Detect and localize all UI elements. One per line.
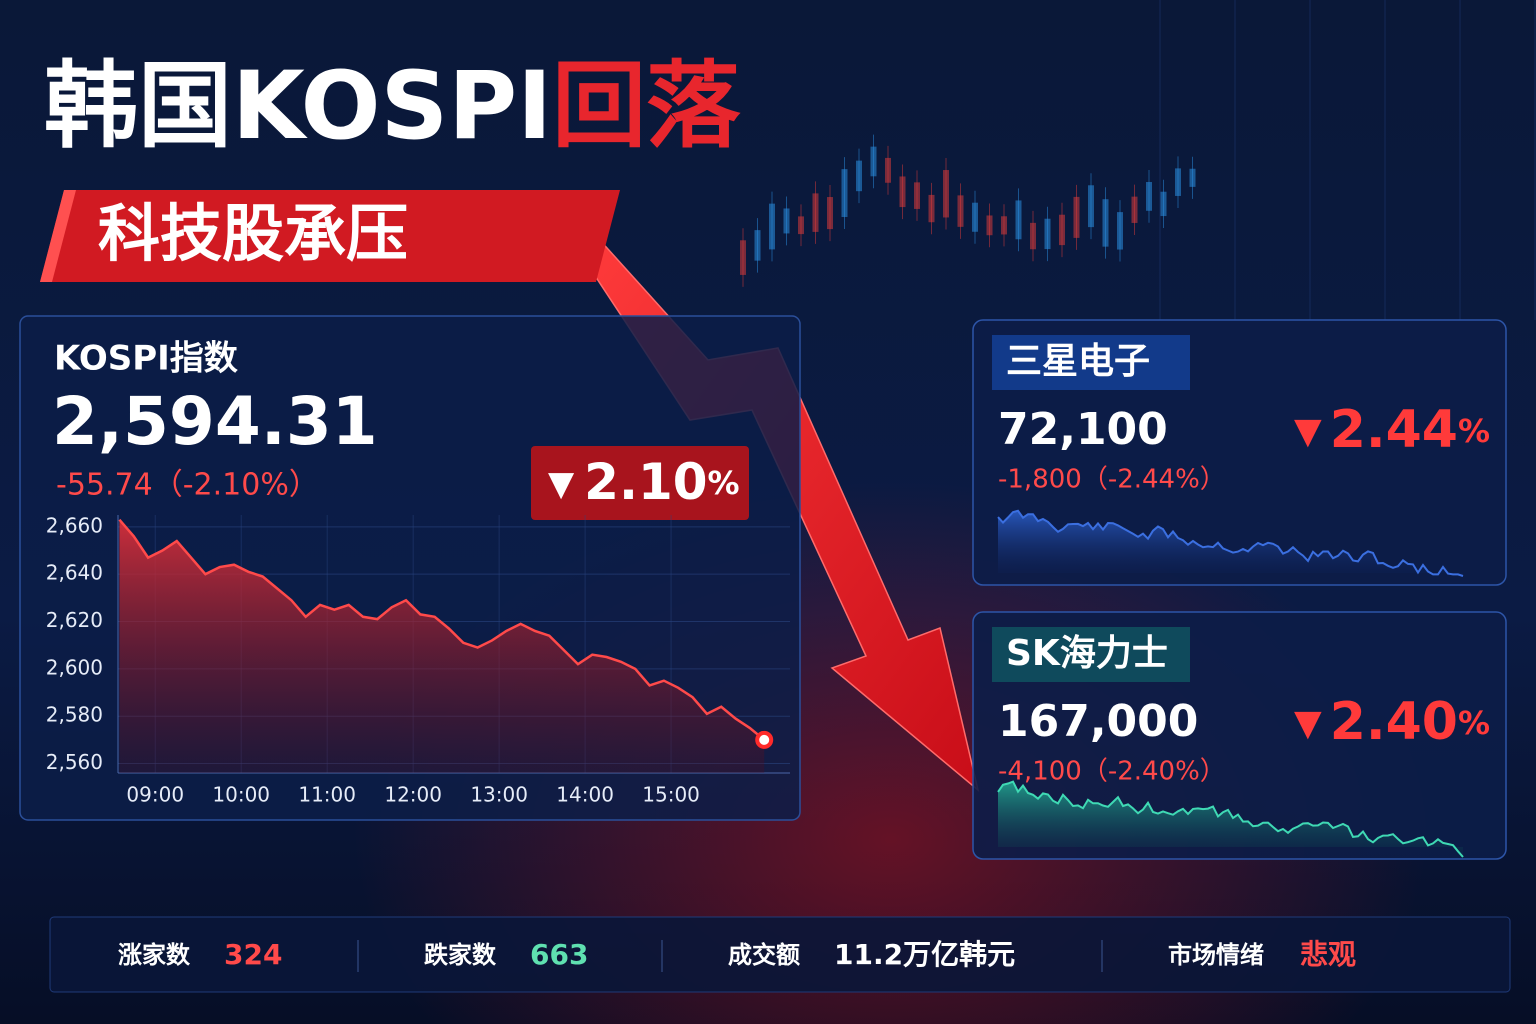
line <box>118 518 766 741</box>
y-tick-label: 2,600 <box>46 655 103 679</box>
stock-change: -4,100（-2.40%） <box>998 757 1226 787</box>
deco-candle <box>870 146 877 177</box>
stock-change: -1,800（-2.44%） <box>998 465 1226 495</box>
deco-candle <box>1131 196 1138 223</box>
stock-price: 72,100 <box>998 404 1168 455</box>
badge-arrow: ▼ <box>1294 703 1322 744</box>
stock-name: 三星电子 <box>1006 341 1150 382</box>
deco-candle <box>1117 212 1123 250</box>
deco-candle <box>885 157 891 183</box>
stat-label: 市场情绪 <box>1168 941 1264 969</box>
deco-candle <box>812 193 819 232</box>
deco-candle <box>928 194 935 223</box>
kospi-value: 2,594.31 <box>52 383 378 460</box>
title-accent: 回落 <box>552 52 741 161</box>
sparkline-area <box>998 510 1463 576</box>
deco-candle <box>1160 191 1167 217</box>
kospi-label: KOSPI指数 <box>54 339 238 379</box>
kospi-change: -55.74（-2.10%） <box>56 468 319 503</box>
x-tick-label: 14:00 <box>556 783 614 807</box>
sparkline-area <box>998 781 1463 857</box>
badge-value: 2.44 <box>1330 400 1458 460</box>
stat-value: 663 <box>530 938 588 971</box>
deco-candle <box>754 230 761 261</box>
sparkline <box>997 780 1464 858</box>
y-tick-label: 2,560 <box>46 750 103 774</box>
deco-candle <box>827 197 833 230</box>
y-tick-label: 2,580 <box>46 703 103 727</box>
stat-value: 324 <box>224 938 282 971</box>
deco-candle <box>1146 182 1152 211</box>
deco-candle <box>1059 214 1065 246</box>
badge-unit: % <box>708 464 740 502</box>
deco-candle <box>957 195 964 227</box>
x-tick-label: 15:00 <box>642 783 700 807</box>
title: 韩国KOSPI回落 <box>44 52 741 161</box>
deco-candle <box>1175 168 1181 196</box>
area <box>119 519 765 773</box>
y-tick-label: 2,660 <box>46 513 103 537</box>
x-tick-label: 10:00 <box>212 783 270 807</box>
stock-badge: ▼ 2.40% <box>1294 692 1490 752</box>
badge-value: 2.10 <box>584 453 707 511</box>
x-tick-label: 13:00 <box>470 783 528 807</box>
footer-stats: 涨家数 324 跌家数 663 成交额 11.2万亿韩元 市场情绪 悲观 <box>118 938 1356 972</box>
subtitle-banner <box>40 190 620 282</box>
stat-value: 11.2万亿韩元 <box>834 938 1015 971</box>
stat-label: 涨家数 <box>118 941 191 969</box>
stock-price: 167,000 <box>998 696 1198 747</box>
deco-candle <box>798 216 804 235</box>
deco-candle <box>943 170 949 218</box>
deco-candle <box>769 203 775 250</box>
badge-value: 2.40 <box>1330 692 1458 752</box>
deco-candle <box>899 176 906 208</box>
kospi-badge <box>531 446 749 520</box>
stat-value: 悲观 <box>1300 938 1356 971</box>
stock-name-box <box>992 335 1190 390</box>
end-point <box>755 730 774 749</box>
deco-candle <box>841 169 848 218</box>
stat-label: 成交额 <box>728 941 800 969</box>
x-tick-label: 09:00 <box>126 783 184 807</box>
x-tick-label: 11:00 <box>298 783 356 807</box>
stock-name: SK海力士 <box>1006 633 1168 674</box>
deco-candle <box>914 182 920 209</box>
stock-badge: ▼ 2.44% <box>1294 400 1490 460</box>
deco-candle <box>1102 199 1109 247</box>
subtitle-banner-edge <box>40 190 76 282</box>
stat-label: 跌家数 <box>424 941 497 969</box>
subtitle: 科技股承压 <box>98 197 408 270</box>
x-tick-label: 12:00 <box>384 783 442 807</box>
deco-candle <box>1044 218 1051 250</box>
y-tick-label: 2,620 <box>46 608 103 632</box>
title-main: 韩国KOSPI <box>44 52 552 161</box>
kospi-chart: 2,560 2,580 2,600 2,620 2,640 2,660 09:00 10:00… <box>46 513 790 807</box>
deco-candle <box>1001 216 1007 235</box>
deco-candle <box>1189 168 1196 187</box>
deco-candle <box>1015 200 1022 240</box>
badge-unit: % <box>1458 412 1490 450</box>
sparkline <box>997 509 1464 577</box>
deco-candle <box>856 160 862 192</box>
badge-unit: % <box>1458 704 1490 742</box>
y-tick-label: 2,640 <box>46 561 103 585</box>
deco-candle <box>1073 196 1080 238</box>
badge-arrow: ▼ <box>548 464 575 504</box>
deco-candle <box>1030 222 1036 250</box>
deco-candle <box>972 202 978 232</box>
deco-candle <box>1088 185 1094 228</box>
badge-arrow: ▼ <box>1294 411 1322 452</box>
stock-name-box <box>992 627 1190 682</box>
footer-bar <box>49 916 1511 993</box>
kospi-badge-text: ▼ 2.10% <box>548 453 740 511</box>
deco-candle <box>986 215 993 236</box>
deco-candle <box>740 240 746 275</box>
background-candles <box>740 0 1536 320</box>
deco-candle <box>783 208 790 234</box>
